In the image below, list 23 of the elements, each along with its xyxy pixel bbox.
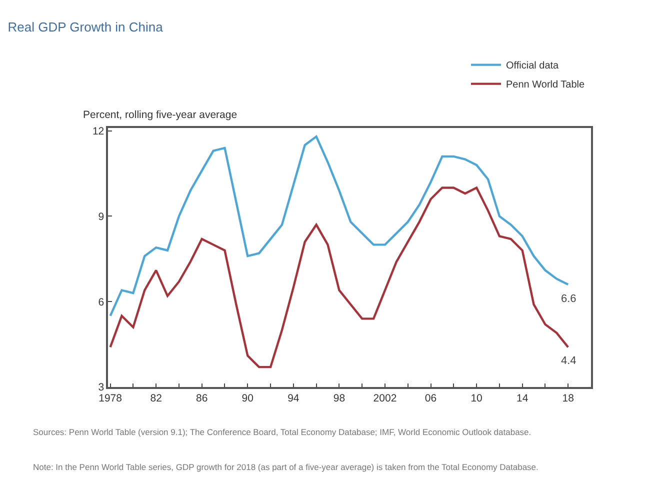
x-tick-label: 18 — [562, 392, 574, 404]
y-tick-label: 9 — [98, 210, 104, 223]
y-axis-title: Percent, rolling five-year average — [83, 109, 238, 121]
text: Note: In the Penn World Table series, GDP growth for 2018 (as part of a five-year average) is taken from the Total Economy Database. — [33, 462, 538, 472]
source-note: Sources: Penn World Table (version 9.1); The Conference Board, Total Economy Database; IMF, World Economic Outlook database. — [33, 427, 532, 437]
legend-label: Penn World Table — [506, 80, 586, 91]
x-tick-label: 06 — [424, 392, 437, 404]
annotation: 4.4 — [561, 355, 576, 367]
x-tick-label: 94 — [288, 392, 300, 404]
y-tick-label: 12 — [92, 126, 104, 138]
y-tick-label: 3 — [98, 382, 104, 394]
x-tick-label: 10 — [470, 392, 483, 404]
x-tick-label: 90 — [242, 392, 254, 404]
x-tick-label: 1978 — [98, 392, 122, 404]
x-tick-label: 98 — [333, 392, 346, 404]
x-tick-label: 82 — [150, 392, 162, 404]
x-tick-label: 2002 — [373, 392, 397, 404]
chart-title: Real GDP Growth in China — [8, 20, 164, 35]
x-tick-label: 86 — [196, 392, 208, 404]
y-tick-label: 6 — [98, 296, 104, 308]
x-tick-label: 14 — [516, 392, 528, 404]
legend-label: Official data — [506, 60, 560, 72]
annotation: 6.6 — [561, 293, 576, 305]
